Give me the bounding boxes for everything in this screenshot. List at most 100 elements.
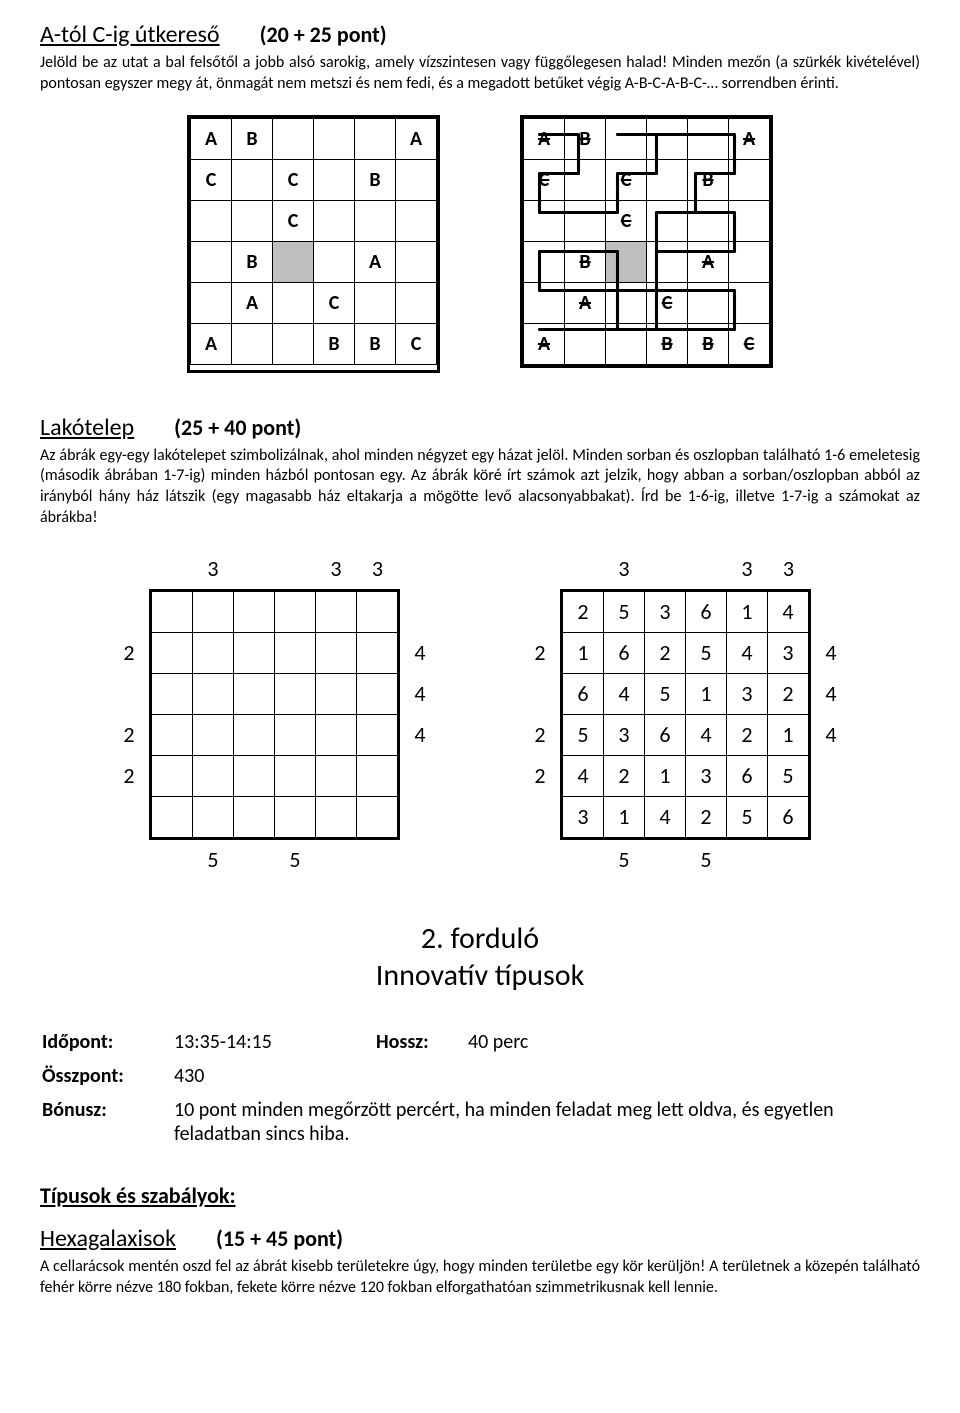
abc-cell — [191, 200, 232, 241]
sky-cell: 5 — [604, 590, 645, 632]
abc-cell — [729, 200, 770, 241]
sky-cell — [151, 632, 193, 673]
abc-cell: A — [729, 118, 770, 159]
abc-cell: C — [524, 159, 565, 200]
abc-cell — [314, 159, 355, 200]
abc-cell: A — [524, 118, 565, 159]
sky-cell — [151, 796, 193, 838]
abc-cell: C — [314, 282, 355, 323]
sky-cell — [357, 714, 399, 755]
sky-clue-left — [520, 590, 562, 632]
sky-clue-left: 2 — [520, 755, 562, 796]
sky-cell: 1 — [768, 714, 810, 755]
abc-cell — [191, 282, 232, 323]
sky-cell — [316, 755, 357, 796]
sky-clue-top: 3 — [357, 549, 399, 591]
abc-description: Jelöld be az utat a bal felsőtől a jobb … — [40, 53, 920, 95]
abc-cell — [396, 159, 437, 200]
abc-cell: A — [232, 282, 273, 323]
sky-cell — [151, 755, 193, 796]
skyscraper-solution: 3332536142162543464513242536421424213653… — [520, 549, 851, 880]
sky-clue-right: 4 — [399, 673, 441, 714]
sky-cell: 2 — [604, 755, 645, 796]
sky-cell — [316, 796, 357, 838]
sky-clue-top: 3 — [604, 549, 645, 591]
hexa-title: Hexagalaxisok — [40, 1224, 176, 1253]
sky-cell — [275, 714, 316, 755]
abc-cell — [565, 323, 606, 364]
sky-clue-right — [399, 796, 441, 838]
sky-clue-right: 4 — [810, 632, 852, 673]
abc-cell — [396, 282, 437, 323]
sky-cell: 2 — [562, 590, 604, 632]
sky-cell — [275, 632, 316, 673]
hexa-points: (15 + 45 pont) — [216, 1225, 343, 1252]
abc-cell: A — [524, 323, 565, 364]
sky-cell — [193, 755, 234, 796]
sky-cell — [275, 673, 316, 714]
sky-cell — [234, 714, 275, 755]
sky-cell: 3 — [562, 796, 604, 838]
abc-cell: A — [565, 282, 606, 323]
abc-cell: C — [647, 282, 688, 323]
sky-cell — [316, 632, 357, 673]
abc-cell — [606, 282, 647, 323]
sky-cell: 2 — [768, 673, 810, 714]
sky-cell — [193, 632, 234, 673]
abc-cell: C — [606, 159, 647, 200]
bonus-label: Bónusz: — [42, 1094, 172, 1150]
sky-clue-top — [645, 549, 686, 591]
abc-cell: C — [273, 200, 314, 241]
abc-cell — [606, 241, 647, 282]
hexa-title-row: Hexagalaxisok (15 + 45 pont) — [40, 1224, 920, 1253]
sky-cell — [316, 714, 357, 755]
sky-clue-bottom — [768, 838, 810, 880]
round-header: 2. forduló Innovatív típusok — [40, 920, 920, 994]
sky-clue-right: 4 — [810, 673, 852, 714]
abc-cell — [232, 323, 273, 364]
abc-cell: B — [314, 323, 355, 364]
sky-cell — [275, 590, 316, 632]
sky-cell: 2 — [686, 796, 727, 838]
sky-cell: 6 — [727, 755, 768, 796]
abc-cell: C — [396, 323, 437, 364]
abc-cell — [314, 118, 355, 159]
sky-clue-bottom: 5 — [686, 838, 727, 880]
abc-cell: B — [688, 323, 729, 364]
total-label: Összpont: — [42, 1060, 172, 1092]
length-value: 40 perc — [468, 1026, 918, 1058]
abc-cell — [524, 241, 565, 282]
abc-cell — [396, 241, 437, 282]
sky-cell — [275, 755, 316, 796]
abc-cell — [273, 241, 314, 282]
sky-clue-top: 3 — [193, 549, 234, 591]
sky-clue-left: 2 — [520, 632, 562, 673]
sky-clue-bottom — [234, 838, 275, 880]
sky-cell: 6 — [562, 673, 604, 714]
abc-cell — [355, 200, 396, 241]
lakotelep-title: Lakótelep — [40, 413, 134, 442]
sky-clue-right — [810, 755, 852, 796]
abc-cell: A — [688, 241, 729, 282]
skyscraper-puzzle: 33324424255 — [109, 549, 440, 880]
sky-clue-right — [810, 796, 852, 838]
sky-clue-left — [109, 590, 151, 632]
sky-cell — [316, 673, 357, 714]
sky-clue-right: 4 — [399, 632, 441, 673]
sky-cell — [357, 796, 399, 838]
sky-clue-bottom — [357, 838, 399, 880]
sky-cell: 4 — [768, 590, 810, 632]
sky-cell: 3 — [686, 755, 727, 796]
sky-clue-right: 4 — [399, 714, 441, 755]
abc-points: (20 + 25 pont) — [260, 21, 387, 48]
abc-cell — [606, 118, 647, 159]
sky-clue-bottom — [645, 838, 686, 880]
sky-cell: 4 — [686, 714, 727, 755]
sky-clue-top: 3 — [316, 549, 357, 591]
sky-cell: 5 — [768, 755, 810, 796]
abc-cell — [729, 159, 770, 200]
abc-cell: B — [355, 323, 396, 364]
time-value: 13:35-14:15 — [174, 1026, 374, 1058]
lakotelep-title-row: Lakótelep (25 + 40 pont) — [40, 413, 920, 442]
sky-cell: 4 — [604, 673, 645, 714]
